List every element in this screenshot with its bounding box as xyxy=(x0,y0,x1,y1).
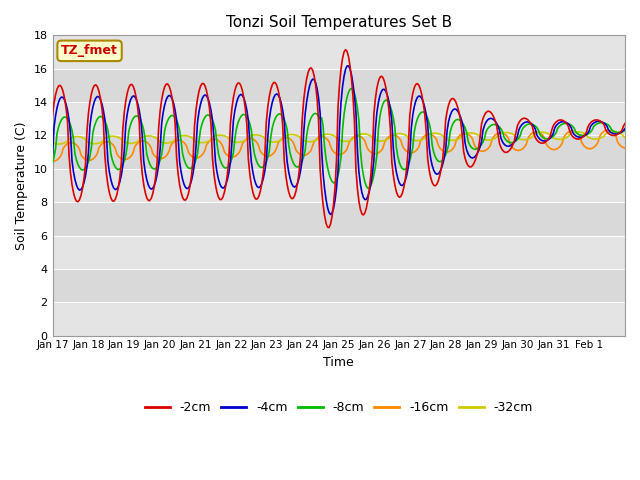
Y-axis label: Soil Temperature (C): Soil Temperature (C) xyxy=(15,121,28,250)
Legend: -2cm, -4cm, -8cm, -16cm, -32cm: -2cm, -4cm, -8cm, -16cm, -32cm xyxy=(140,396,538,419)
X-axis label: Time: Time xyxy=(323,356,354,369)
Bar xyxy=(52,36,625,69)
Bar xyxy=(52,269,625,302)
Title: Tonzi Soil Temperatures Set B: Tonzi Soil Temperatures Set B xyxy=(226,15,452,30)
Bar xyxy=(52,202,625,236)
Bar xyxy=(52,2,625,36)
Bar xyxy=(52,302,625,336)
Bar xyxy=(52,169,625,202)
Bar xyxy=(52,135,625,169)
Bar xyxy=(52,236,625,269)
Bar xyxy=(52,102,625,135)
Text: TZ_fmet: TZ_fmet xyxy=(61,44,118,57)
Bar xyxy=(52,69,625,102)
